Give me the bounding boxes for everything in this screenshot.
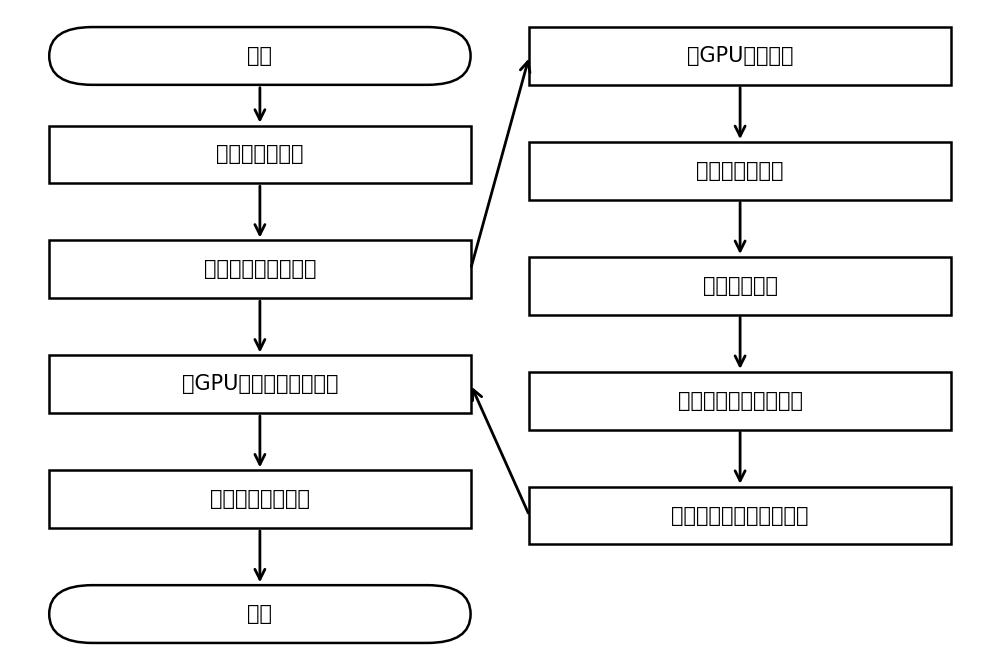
FancyBboxPatch shape [529, 27, 951, 85]
Text: 电路结构扁平化: 电路结构扁平化 [216, 145, 304, 164]
FancyBboxPatch shape [529, 486, 951, 545]
FancyBboxPatch shape [529, 372, 951, 429]
FancyBboxPatch shape [49, 470, 471, 528]
Text: 并行渐进候选路径生成: 并行渐进候选路径生成 [678, 391, 803, 411]
Text: 开始: 开始 [247, 46, 272, 66]
FancyBboxPatch shape [49, 125, 471, 184]
Text: 延迟分组初始化: 延迟分组初始化 [696, 161, 784, 181]
FancyBboxPatch shape [49, 355, 471, 413]
Text: 结束: 结束 [247, 604, 272, 624]
FancyBboxPatch shape [49, 27, 471, 85]
Text: 电路结构分层预处理: 电路结构分层预处理 [204, 259, 316, 279]
FancyBboxPatch shape [529, 142, 951, 200]
FancyBboxPatch shape [49, 585, 471, 643]
FancyBboxPatch shape [49, 241, 471, 298]
Text: 并行局部候选路径预合并: 并行局部候选路径预合并 [671, 506, 809, 525]
Text: 多GPU任务分配: 多GPU任务分配 [687, 46, 793, 66]
Text: 全局候选路径合并: 全局候选路径合并 [210, 489, 310, 509]
FancyBboxPatch shape [529, 257, 951, 315]
Text: 并行延迟传播: 并行延迟传播 [703, 276, 778, 295]
Text: 多GPU并行候选路径生成: 多GPU并行候选路径生成 [182, 375, 338, 394]
